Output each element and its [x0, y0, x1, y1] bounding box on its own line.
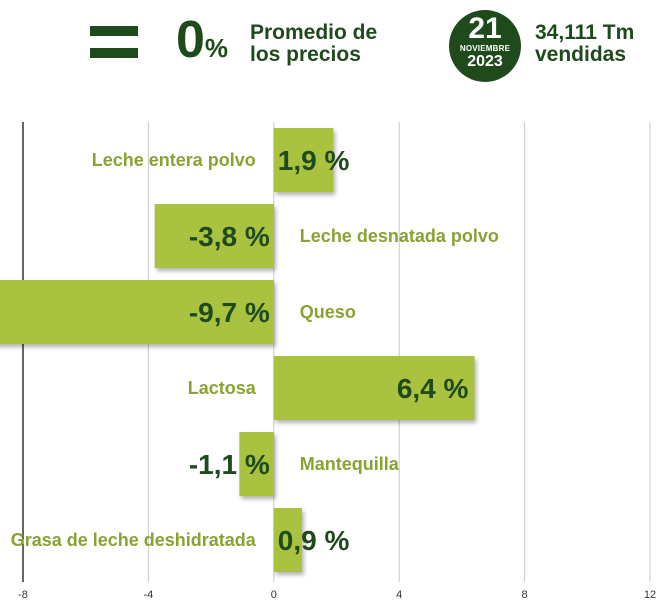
category-label: Leche entera polvo — [92, 150, 256, 170]
date-month: NOVIEMBRE — [459, 44, 511, 53]
labels: 1,9 % Leche entera polvo -3,8 % Leche desna… — [11, 145, 499, 556]
grid-lines: -8 -4 0 4 8 12 — [18, 122, 656, 601]
equal-sign-icon — [90, 26, 138, 58]
bar — [239, 432, 274, 496]
price-change-number: 0 — [176, 11, 205, 69]
price-change-value: 0% — [176, 14, 228, 66]
bar — [273, 356, 475, 420]
bar — [154, 204, 274, 268]
bar — [0, 280, 274, 344]
bars — [0, 128, 475, 572]
x-tick-label: 4 — [396, 589, 402, 601]
value-label: -9,7 % — [189, 297, 270, 328]
x-tick-label: -4 — [144, 589, 154, 601]
value-label: -1,1 % — [189, 449, 270, 480]
date-badge: 21 NOVIEMBRE 2023 — [449, 10, 521, 82]
price-change-label: Promedio de los precios — [250, 21, 378, 66]
bar — [273, 508, 303, 572]
value-label: 1,9 % — [278, 145, 350, 176]
value-label: 0,9 % — [278, 525, 350, 556]
value-label: -3,8 % — [189, 221, 270, 252]
date-day: 21 — [468, 12, 502, 45]
x-tick-label: 8 — [522, 589, 528, 601]
bar — [273, 128, 334, 192]
date-year: 2023 — [467, 53, 503, 70]
x-tick-label: 12 — [644, 589, 656, 601]
percent-symbol: % — [204, 33, 229, 63]
x-tick-label: 0 — [271, 589, 277, 601]
category-label: Queso — [300, 302, 356, 322]
category-label: Mantequilla — [300, 454, 400, 474]
value-label: 6,4 % — [397, 373, 469, 404]
category-label: Lactosa — [188, 378, 257, 398]
x-tick-label: -8 — [18, 589, 28, 601]
category-label: Leche desnatada polvo — [300, 226, 499, 246]
tons-sold-label: 34,111 Tm vendidas — [535, 21, 635, 66]
category-label: Grasa de leche deshidratada — [11, 530, 257, 550]
